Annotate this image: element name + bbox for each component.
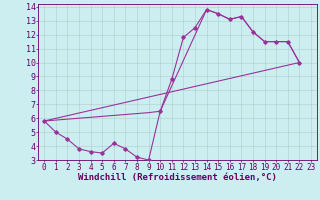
X-axis label: Windchill (Refroidissement éolien,°C): Windchill (Refroidissement éolien,°C) <box>78 173 277 182</box>
